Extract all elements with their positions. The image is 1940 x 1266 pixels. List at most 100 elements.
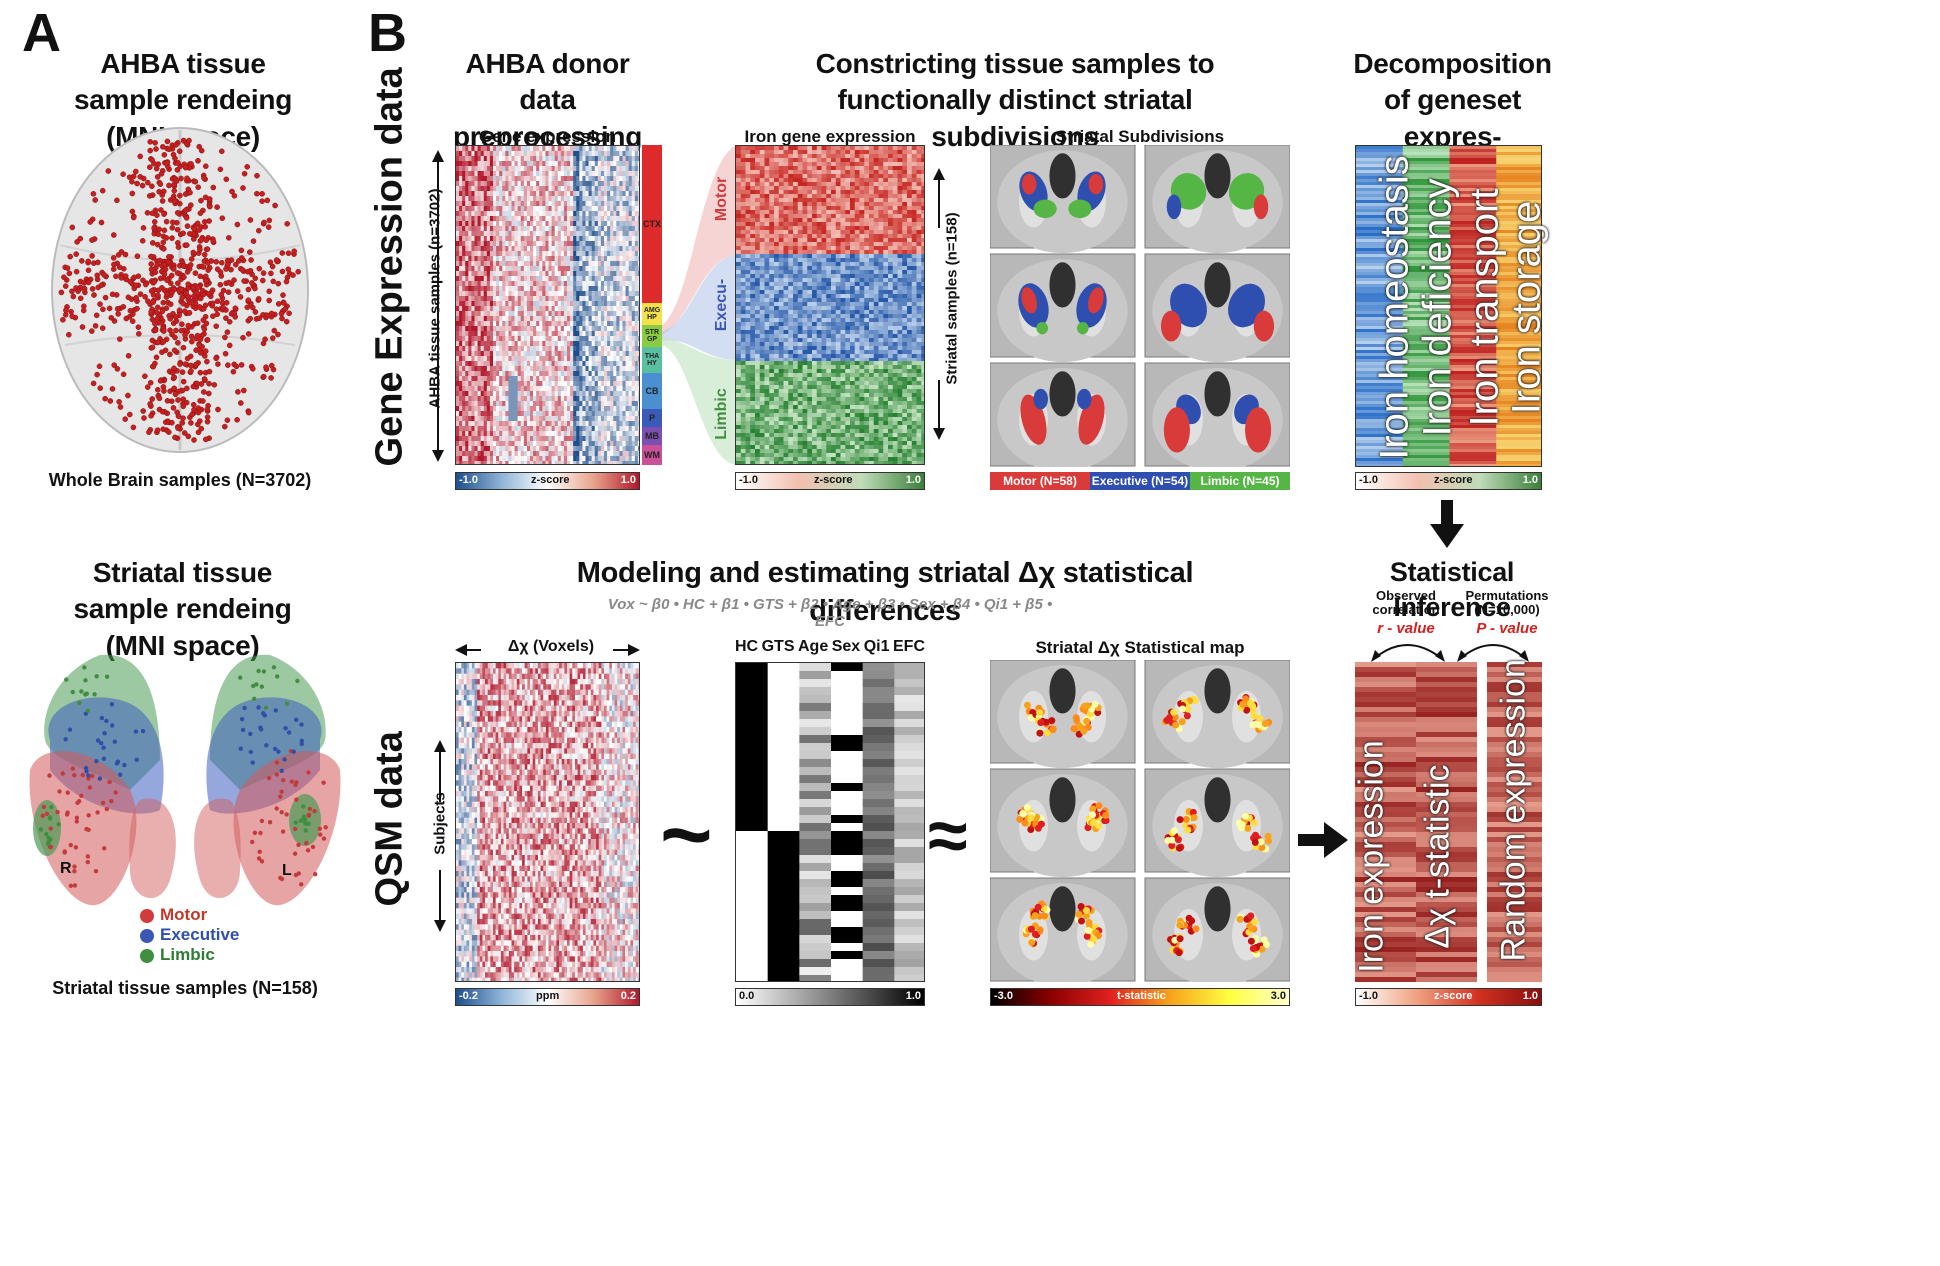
region-wm: WM (642, 445, 662, 465)
stat-map-colorbar: -3.0 t-statistic 3.0 (990, 988, 1290, 1006)
panel-a-top-caption: Whole Brain samples (N=3702) (48, 470, 312, 490)
subdivision-slices (989, 144, 1291, 472)
subdivision-legend: Motor (N=58) Executive (N=54) Limbic (N=… (990, 472, 1290, 490)
approx-symbol: ≈ (928, 796, 968, 876)
legend-motor-label: Motor (160, 905, 208, 924)
iron-expression-heatmap (735, 145, 925, 465)
subdivision-legend-limbic: Limbic (N=45) (1190, 472, 1290, 490)
subdivision-legend-executive: Executive (N=54) (1090, 472, 1190, 490)
design-cbar-max: 1.0 (905, 990, 921, 1002)
stat-map-slices (989, 659, 1291, 987)
inference-label-chi: Δχ t-statistic (1418, 764, 1457, 949)
region-p: P (642, 409, 662, 427)
region-str-gp: STR GP (642, 325, 662, 347)
iron-expression-colorbar: -1.0 z-score 1.0 (735, 472, 925, 490)
iron-cbar-label: z-score (814, 474, 853, 486)
region-ctx: CTX (642, 145, 662, 303)
inference-colorbar: -1.0 z-score 1.0 (1355, 988, 1542, 1006)
legend-motor: Motor (140, 905, 239, 925)
iron-cbar-min: -1.0 (739, 474, 758, 486)
tilde-symbol: ~ (660, 785, 713, 885)
geneset-heatmap (1355, 145, 1542, 467)
design-colorbar: 0.0 1.0 (735, 988, 925, 1006)
geneset-cbar-max: 1.0 (1522, 474, 1538, 486)
inference-r-value: r - value (1377, 620, 1435, 637)
legend-limbic-dot (140, 948, 154, 963)
panel-a-top-title: AHBA tissue sample rendeing (MNI space) (73, 48, 292, 152)
qsm-colorbar: -0.2 ppm 0.2 (455, 988, 640, 1006)
modeling-equation: Vox ~ β0 • HC + β1 • GTS + β2 • Age + β3… (607, 596, 1053, 630)
panel-a-letter: A (22, 3, 61, 63)
striatal-legend: Motor Executive Limbic (140, 905, 239, 965)
design-col-hc: HC (735, 638, 759, 655)
design-col-age: Age (798, 638, 829, 655)
legend-limbic: Limbic (140, 945, 239, 965)
modeling-title: Modeling and estimating striatal Δχ stat… (576, 557, 1194, 627)
inference-permutations: Permutations (N=10,000) (1465, 588, 1549, 618)
inference-p-value: P - value (1476, 620, 1538, 637)
down-arrow-icon (1430, 500, 1464, 548)
inference-title: Statistical Inference (1389, 557, 1515, 623)
striatal-rendering (29, 654, 341, 906)
inference-cbar-min: -1.0 (1359, 990, 1378, 1002)
design-column-headers: HC GTS Age Sex Qi1 EFC (735, 638, 925, 656)
gene-cbar-label: z-score (531, 474, 570, 486)
design-col-efc: EFC (893, 638, 925, 655)
legend-motor-dot (140, 908, 154, 923)
geneset-cbar-min: -1.0 (1359, 474, 1378, 486)
whole-brain-sample-dots (58, 137, 302, 443)
iron-expression-ylabel: Striatal samples (n=158) (943, 212, 961, 385)
inference-label-random: Random expression (1494, 659, 1533, 962)
inference-cbar-label: z-score (1434, 990, 1473, 1002)
gene-region-bar: CTX AMG HP STR GP THA HY CB P MB WM (642, 145, 662, 465)
legend-executive-dot (140, 928, 154, 943)
iron-band-executive: Execu- (713, 278, 730, 332)
design-matrix (735, 662, 925, 982)
inference-brackets (1371, 644, 1529, 662)
striatal-subdivisions-title: Striatal Subdivisions (1055, 127, 1225, 146)
design-col-gts: GTS (761, 638, 795, 655)
iron-expression-title: Iron gene expression (744, 127, 916, 146)
gene-cbar-max: 1.0 (620, 474, 636, 486)
striatal-sample-dots (38, 665, 328, 888)
region-cb: CB (642, 373, 662, 409)
legend-executive: Executive (140, 925, 239, 945)
iron-band-limbic: Limbic (713, 388, 730, 440)
geneset-label-storage: Iron storage (1504, 200, 1549, 415)
inference-observed: Observed correlation (1372, 588, 1440, 618)
gene-ylabel-arrow (432, 150, 444, 462)
gene-expression-title: Gene expression (478, 127, 616, 146)
iron-band-motor: Motor (713, 176, 730, 222)
qsm-xlabel: Δχ (Voxels) (507, 638, 595, 655)
stat-cbar-min: -3.0 (994, 990, 1013, 1002)
gene-cbar-min: -1.0 (459, 474, 478, 486)
row-label-qsm: QSM data (368, 731, 411, 907)
right-arrow-icon (1298, 822, 1348, 858)
inference-cbar-max: 1.0 (1522, 990, 1538, 1002)
title-decomposition: Decomposition of geneset expres- (1353, 48, 1552, 152)
legend-limbic-label: Limbic (160, 945, 215, 964)
iron-ylabel-arrow-up (933, 168, 945, 228)
inference-iron-column (1355, 662, 1477, 982)
iron-cbar-max: 1.0 (905, 474, 921, 486)
panel-a-bottom-title: Striatal tissue sample rendeing (MNI spa… (73, 557, 292, 661)
geneset-cbar-label: z-score (1434, 474, 1473, 486)
side-label-r: R (60, 860, 72, 877)
design-col-qi1: Qi1 (863, 638, 890, 655)
panel-b-letter: B (368, 3, 407, 63)
qsm-cbar-label: ppm (536, 990, 560, 1002)
stat-cbar-max: 3.0 (1270, 990, 1286, 1002)
gene-expression-heatmap (455, 145, 640, 465)
stat-cbar-label: t-statistic (1117, 990, 1166, 1002)
gene-expression-colorbar: -1.0 z-score 1.0 (455, 472, 640, 490)
design-cbar-min: 0.0 (739, 990, 755, 1002)
qsm-heatmap (455, 662, 640, 982)
inference-label-iron: Iron expression (1352, 740, 1391, 973)
stat-map-title: Striatal Δχ Statistical map (1035, 638, 1245, 657)
qsm-ylabel-arrow-down (434, 870, 446, 932)
geneset-label-deficiency: Iron deficiency (1415, 178, 1460, 437)
region-mb: MB (642, 427, 662, 445)
qsm-ylabel-arrow-up (434, 740, 446, 802)
region-tha-hy: THA HY (642, 347, 662, 373)
qsm-xlabel-arrows (455, 644, 640, 656)
